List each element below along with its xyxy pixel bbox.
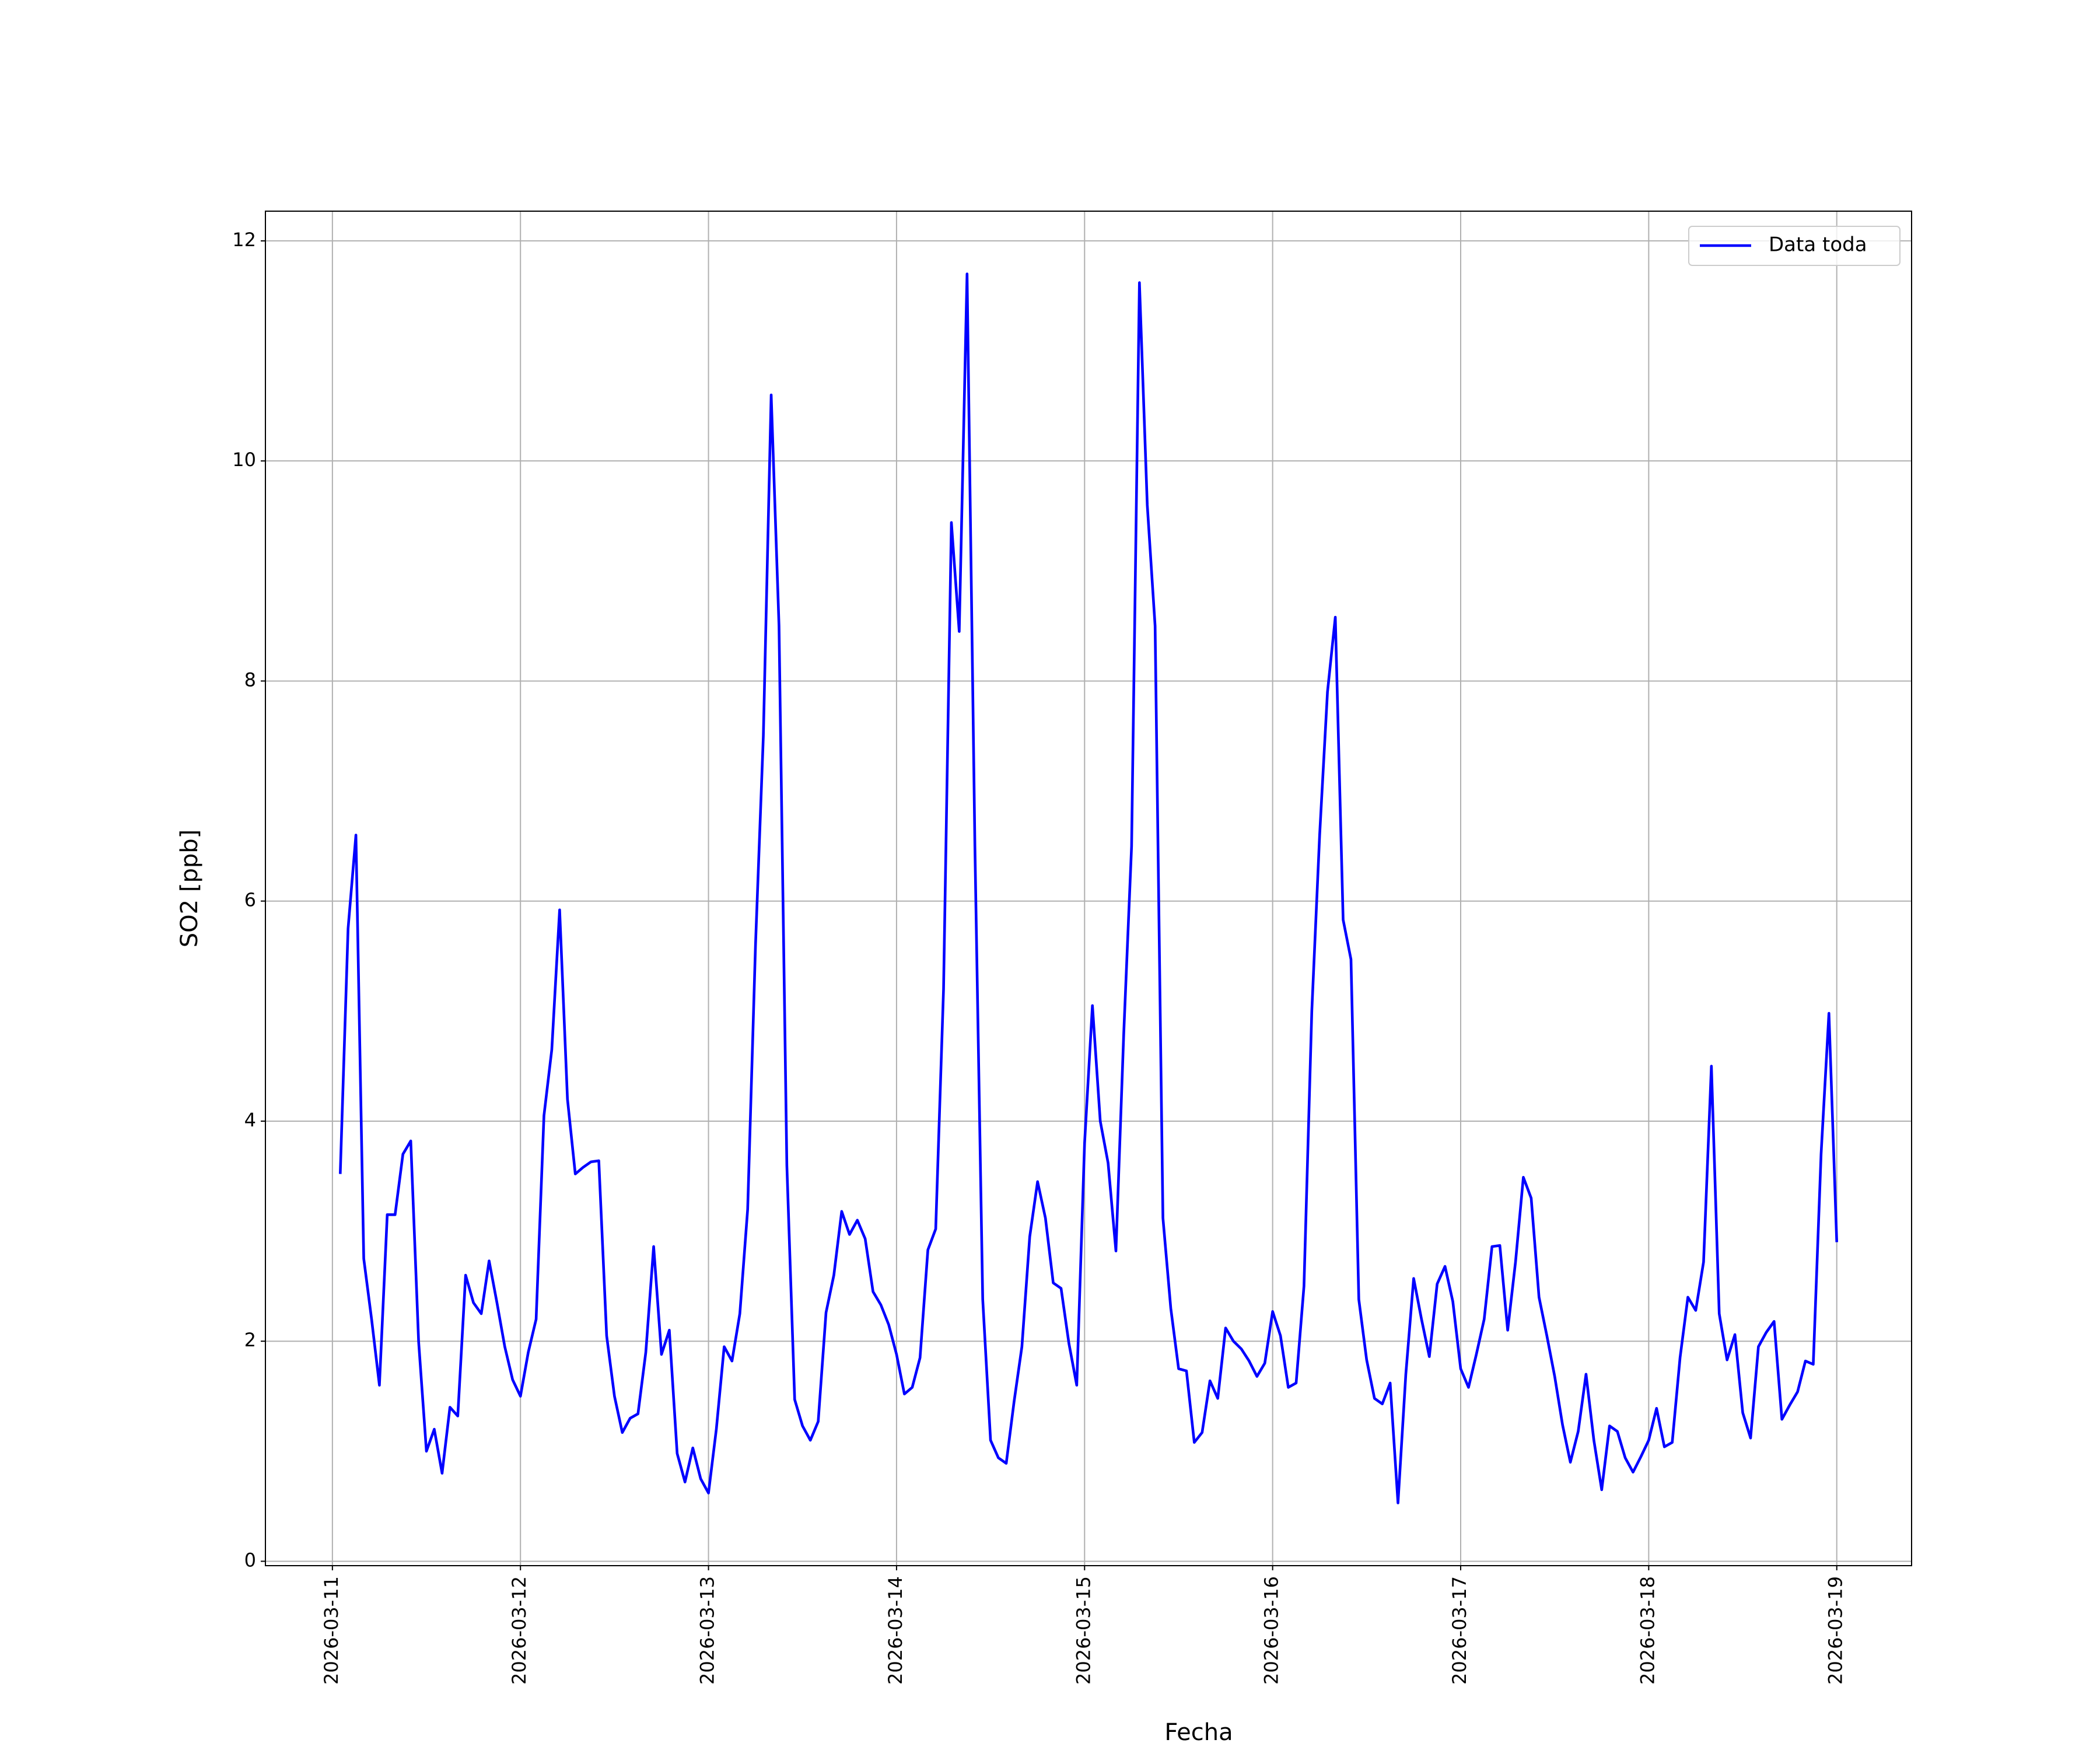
x-tick-label: 2026-03-13 (696, 1576, 719, 1685)
x-tick-label: 2026-03-15 (1072, 1576, 1094, 1685)
x-tick-label: 2026-03-18 (1636, 1576, 1658, 1685)
legend-box (1688, 226, 1901, 266)
y-tick-label: 2 (244, 1329, 256, 1351)
axes-frame (265, 211, 1912, 1566)
x-tick-label: 2026-03-11 (320, 1576, 342, 1685)
y-tick-label: 4 (244, 1109, 256, 1131)
legend: Data toda (1688, 226, 1901, 266)
y-axis-label: SO2 [ppb] (176, 830, 203, 947)
x-tick-label: 2026-03-14 (884, 1576, 907, 1685)
y-tick-label: 6 (244, 889, 256, 911)
x-axis-label: Fecha (1164, 1719, 1233, 1746)
legend-label: Data toda (1769, 233, 1867, 257)
x-tick-label: 2026-03-12 (508, 1576, 530, 1685)
x-tick-label: 2026-03-16 (1261, 1576, 1283, 1685)
x-tick-label: 2026-03-17 (1448, 1576, 1471, 1685)
plot-area (338, 272, 1839, 1504)
grid (265, 211, 1912, 1566)
x-tick-label: 2026-03-19 (1825, 1576, 1847, 1685)
data-line (338, 272, 1839, 1504)
y-tick-label: 0 (244, 1549, 256, 1571)
y-tick-label: 10 (232, 449, 256, 471)
y-tick-label: 8 (244, 668, 256, 691)
y-tick-label: 12 (232, 229, 256, 251)
